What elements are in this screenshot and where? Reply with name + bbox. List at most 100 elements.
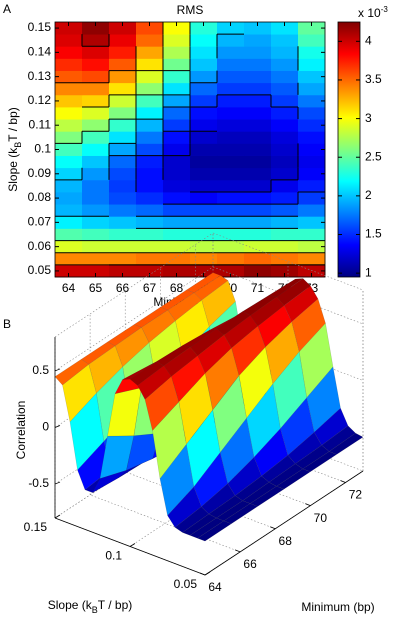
heat-cell	[163, 107, 191, 120]
heat-cell	[271, 82, 299, 96]
heat-cell	[217, 94, 245, 108]
heat-cell	[190, 240, 218, 254]
colorbar	[337, 21, 361, 278]
heat-cell	[217, 143, 245, 156]
heat-cell	[271, 179, 299, 193]
heat-cell	[217, 70, 245, 84]
heat-cell	[271, 22, 299, 35]
heat-cell	[136, 107, 164, 120]
heat-cell	[244, 58, 272, 71]
heat-cell	[217, 131, 245, 144]
heat-cell	[190, 46, 218, 59]
heat-cell	[298, 94, 326, 108]
heat-cell	[136, 216, 164, 229]
heat-cell	[109, 119, 137, 132]
heat-cell	[271, 107, 299, 120]
heat-cell	[298, 228, 326, 241]
y-axis-label: Slope (kBT / bp)	[48, 598, 133, 615]
y-tick-label: 0.11	[29, 117, 52, 131]
y-axis-label-part: B	[13, 142, 23, 148]
heat-cell	[190, 131, 218, 144]
heat-cell	[271, 94, 299, 108]
heat-cell	[271, 155, 299, 169]
heat-cell	[109, 58, 137, 71]
heat-cell	[244, 143, 272, 156]
heat-cell	[82, 131, 110, 144]
heat-cell	[109, 264, 137, 278]
heat-cell	[82, 228, 110, 241]
heat-cell	[244, 252, 272, 266]
heat-cell	[244, 46, 272, 59]
heat-cell	[298, 131, 326, 144]
heat-cell	[109, 240, 137, 254]
heat-cell	[136, 264, 164, 278]
heat-cell	[190, 252, 218, 266]
heat-cell	[271, 131, 299, 144]
y-tick-label: 0.06	[28, 239, 52, 253]
heat-cell	[163, 240, 191, 254]
heat-cell	[109, 34, 137, 47]
heat-cell	[82, 107, 110, 120]
heat-cell	[217, 58, 245, 71]
y-tick-label: 0.05	[174, 577, 198, 591]
heat-cell	[190, 58, 218, 71]
y-tick	[204, 571, 211, 576]
heat-cell	[136, 22, 164, 35]
y-axis-label-part: T / bp)	[98, 598, 132, 612]
heat-cell	[109, 228, 137, 241]
heat-cell	[190, 216, 218, 229]
heat-cell	[190, 107, 218, 120]
heat-cell	[109, 155, 137, 169]
heat-cell	[163, 143, 191, 156]
x-tick	[340, 480, 346, 483]
heat-cell	[55, 252, 83, 266]
heat-cell	[271, 264, 299, 278]
heat-cell	[298, 46, 326, 59]
heat-cell	[136, 131, 164, 144]
heat-cell	[190, 22, 218, 35]
heat-cell	[163, 46, 191, 59]
heat-cell	[55, 192, 83, 205]
heat-cell	[109, 70, 137, 84]
heat-cell	[82, 179, 110, 193]
colorbar-tick-label: 1	[365, 265, 372, 279]
x-tick-label: 68	[170, 281, 184, 295]
heat-cell	[244, 204, 272, 217]
heat-cell	[271, 119, 299, 132]
heat-cell	[136, 94, 164, 108]
heat-cell	[298, 58, 326, 71]
heat-cell	[244, 216, 272, 229]
heat-cell	[109, 167, 137, 181]
heat-cell	[136, 167, 164, 181]
heat-cell	[190, 119, 218, 132]
heat-cell	[163, 167, 191, 181]
heat-cell	[190, 34, 218, 47]
heat-cell	[55, 167, 83, 181]
heat-cell	[271, 58, 299, 71]
grid-line	[90, 494, 241, 553]
heat-cell	[82, 216, 110, 229]
heat-cell	[244, 264, 272, 278]
y-tick-label: 0.14	[28, 45, 52, 59]
heat-cell	[82, 46, 110, 59]
heat-cell	[109, 204, 137, 217]
heat-cell	[55, 70, 83, 84]
heat-cell	[136, 192, 164, 205]
heat-cell	[163, 119, 191, 132]
heat-cell	[136, 155, 164, 169]
heat-cell	[82, 58, 110, 71]
z-tick	[54, 481, 61, 485]
heat-cell	[298, 119, 326, 132]
heat-cell	[82, 143, 110, 156]
y-tick	[54, 514, 61, 519]
z-tick-label: -0.5	[28, 476, 49, 490]
colorbar-tick-label: 2.5	[365, 149, 382, 163]
y-tick-label: 0.12	[28, 93, 52, 107]
heat-cell	[190, 143, 218, 156]
heat-cell	[109, 46, 137, 59]
y-tick	[129, 543, 136, 547]
heat-cell	[217, 192, 245, 205]
heat-cell	[109, 143, 137, 156]
y-tick-label: 0.09	[28, 166, 52, 180]
